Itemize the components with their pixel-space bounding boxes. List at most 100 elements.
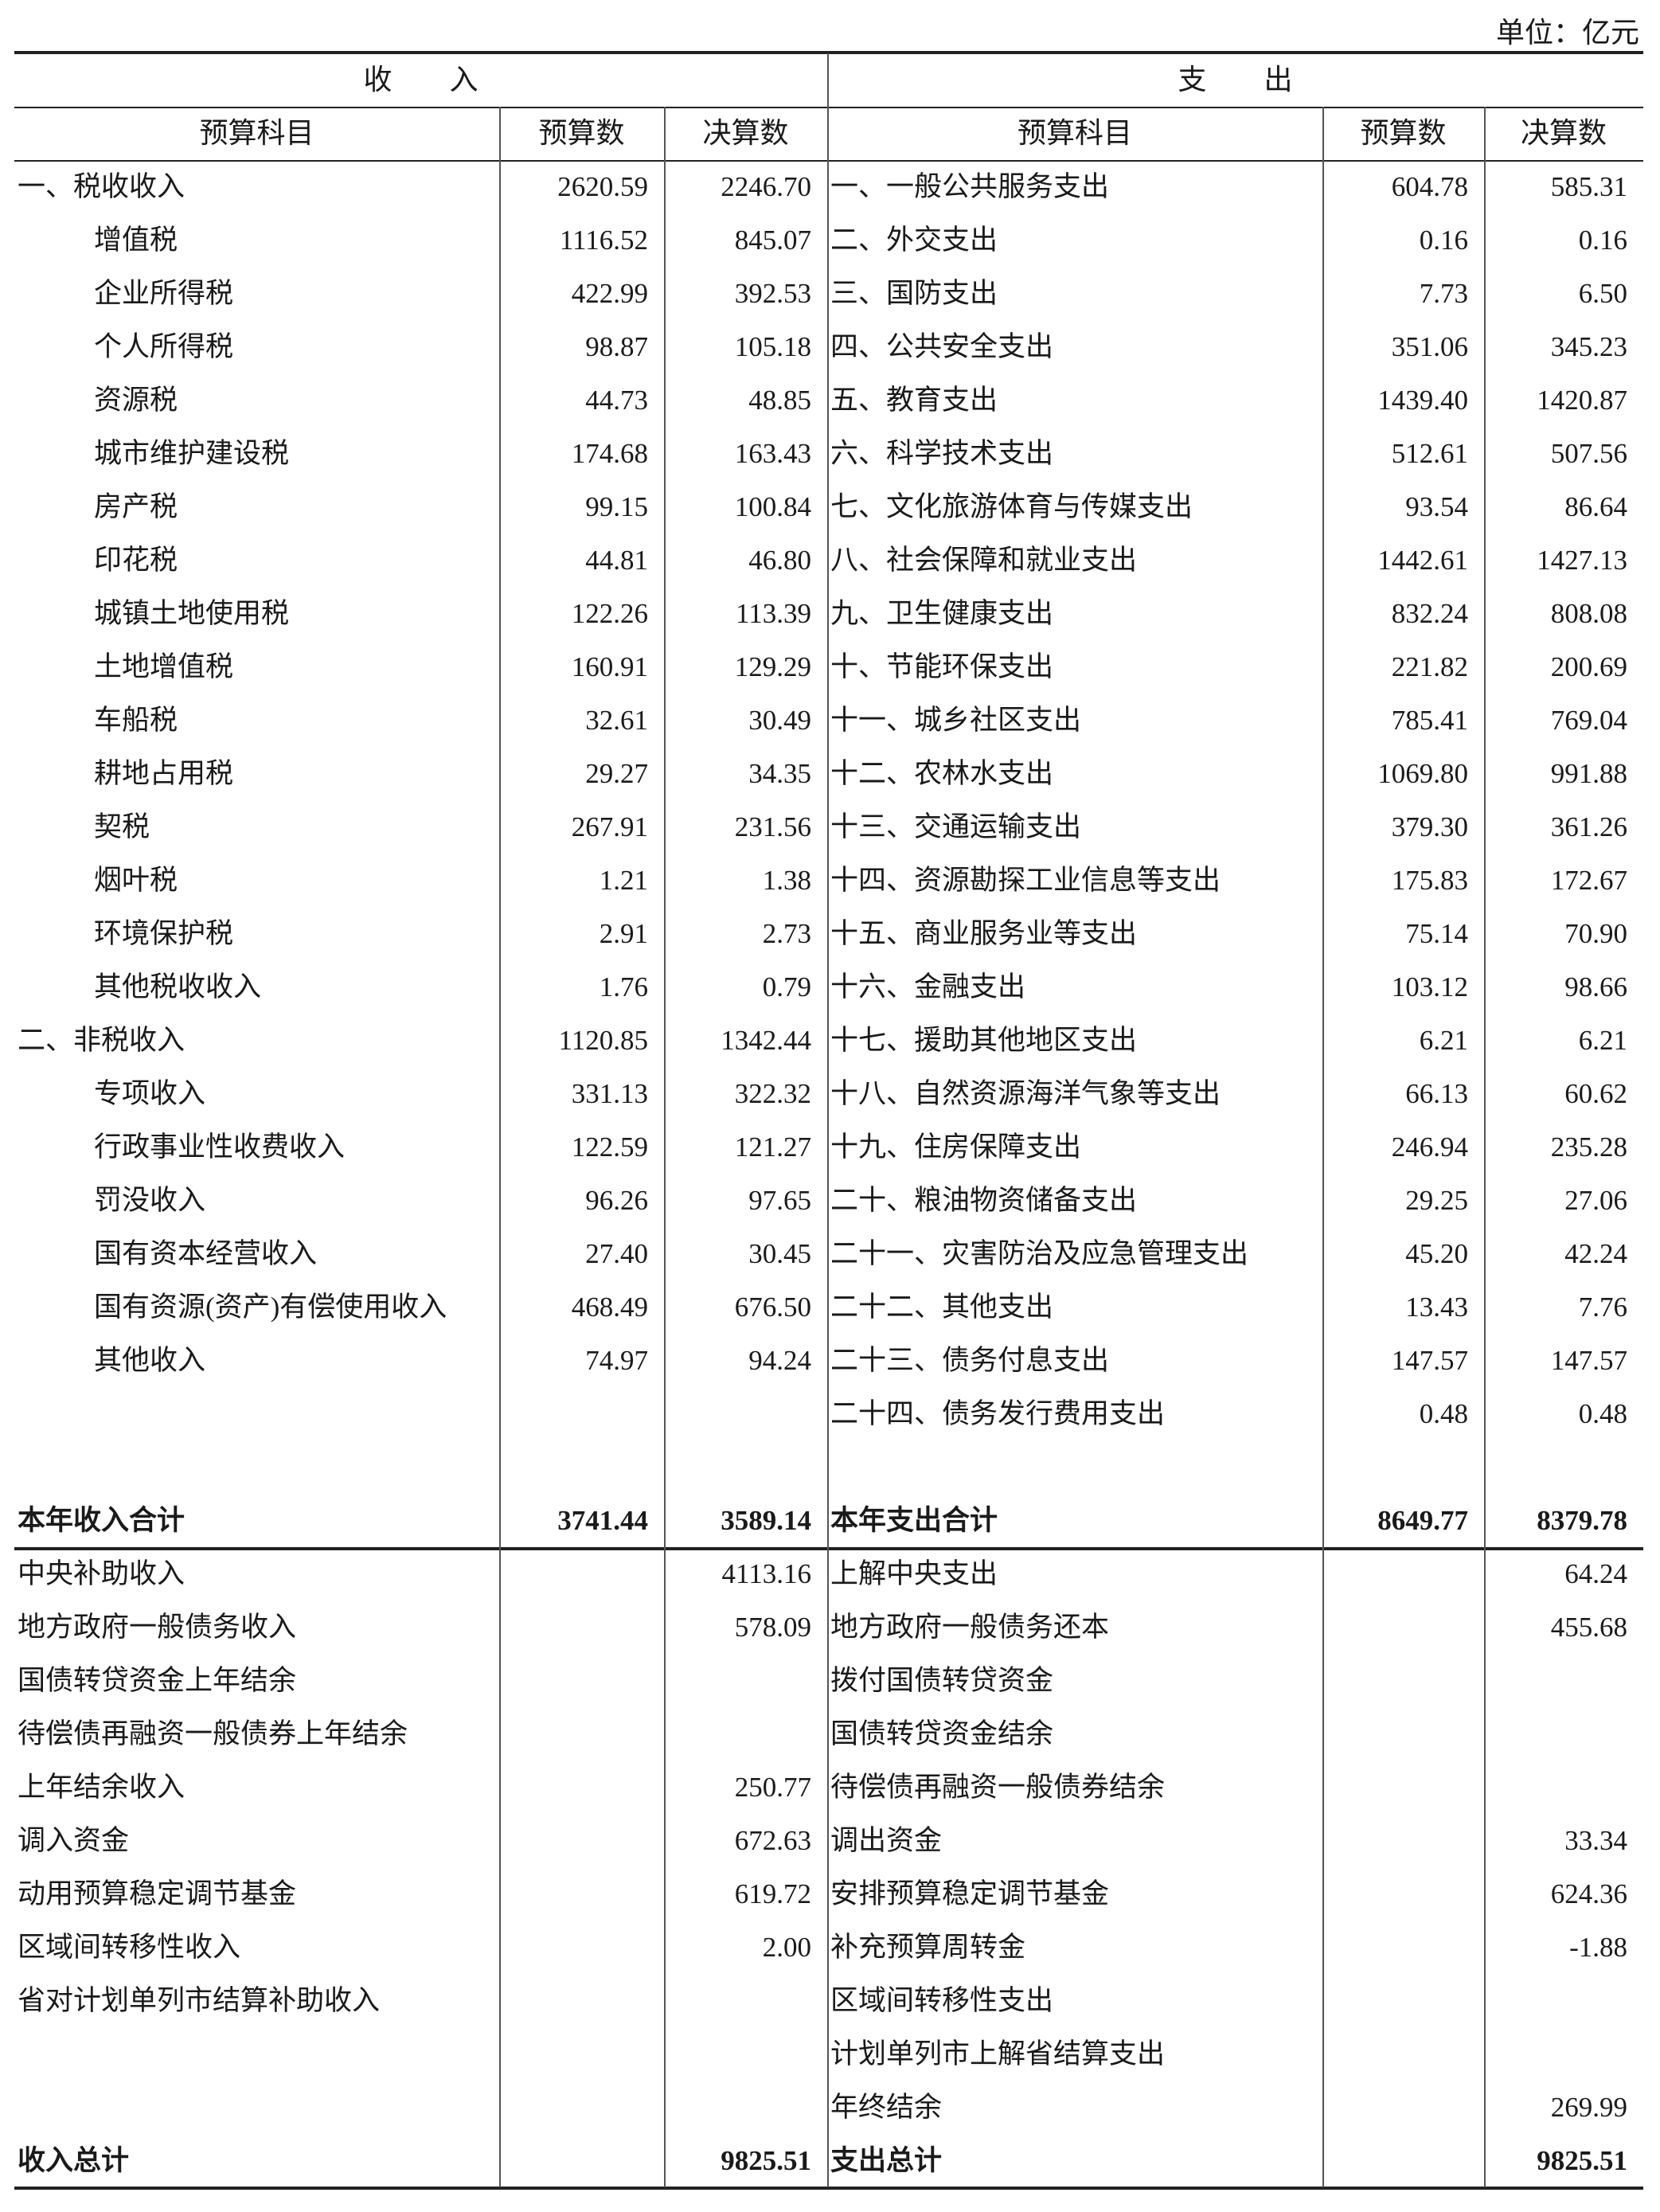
expenditure-item-name: 四、公共安全支出 xyxy=(830,331,1054,362)
income-final-value: 1.38 xyxy=(762,865,811,896)
expenditure-budget-value: 604.78 xyxy=(1391,171,1468,202)
column-divider xyxy=(1322,107,1324,2187)
income-transfer-final: 4113.16 xyxy=(721,1558,811,1589)
income-item-name: 个人所得税 xyxy=(94,331,234,362)
expenditure-budget-value: 6.21 xyxy=(1419,1025,1468,1056)
income-final-value: 231.56 xyxy=(734,811,811,842)
income-section-header: 收 入 xyxy=(363,64,478,96)
income-item-name: 企业所得税 xyxy=(94,278,234,309)
income-transfer-final: 250.77 xyxy=(734,1772,811,1803)
expenditure-item-name: 十一、城乡社区支出 xyxy=(830,705,1082,736)
expenditure-final-value: 98.66 xyxy=(1564,971,1627,1002)
income-final-value: 322.32 xyxy=(734,1078,811,1109)
expenditure-item-name: 二、外交支出 xyxy=(830,225,998,256)
expenditure-budget-value: 75.14 xyxy=(1405,918,1468,949)
income-budget-value: 2620.59 xyxy=(557,171,648,202)
expenditure-final-value: 235.28 xyxy=(1550,1131,1627,1163)
expenditure-budget-value: 0.16 xyxy=(1419,225,1468,256)
expenditure-grand-total-label: 支出总计 xyxy=(830,2145,943,2176)
table-rule xyxy=(14,51,1643,54)
income-final-value: 2.73 xyxy=(762,918,811,949)
expenditure-final-value: 200.69 xyxy=(1550,651,1627,682)
expenditure-budget-value: 29.25 xyxy=(1405,1185,1468,1216)
income-transfer-name: 动用预算稳定调节基金 xyxy=(18,1878,297,1909)
table-rule xyxy=(14,1547,1643,1550)
income-budget-value: 27.40 xyxy=(585,1238,648,1269)
income-budget-value: 96.26 xyxy=(585,1185,648,1216)
expenditure-transfer-final: -1.88 xyxy=(1569,1932,1627,1963)
column-divider xyxy=(664,107,666,2187)
column-divider xyxy=(499,107,501,2187)
income-budget-value: 331.13 xyxy=(571,1078,648,1109)
income-final-value: 34.35 xyxy=(748,758,811,789)
expenditure-item-name: 八、社会保障和就业支出 xyxy=(830,545,1138,576)
income-final-value: 48.85 xyxy=(748,385,811,416)
income-budget-value: 32.61 xyxy=(585,705,648,736)
column-header-budget: 预算数 xyxy=(538,117,625,149)
income-final-value: 163.43 xyxy=(734,438,811,469)
expenditure-item-name: 十七、援助其他地区支出 xyxy=(830,1025,1138,1056)
income-final-value: 2246.70 xyxy=(721,171,811,202)
expenditure-budget-value: 13.43 xyxy=(1405,1292,1468,1323)
expenditure-budget-value: 832.24 xyxy=(1391,598,1468,629)
expenditure-budget-value: 0.48 xyxy=(1419,1398,1468,1429)
income-budget-value: 267.91 xyxy=(571,811,648,842)
expenditure-budget-value: 351.06 xyxy=(1391,331,1468,362)
expenditure-budget-value: 512.61 xyxy=(1391,438,1468,469)
expenditure-transfer-name: 计划单列市上解省结算支出 xyxy=(830,2038,1166,2069)
expenditure-final-value: 991.88 xyxy=(1550,758,1627,789)
expenditure-item-name: 十五、商业服务业等支出 xyxy=(830,918,1138,949)
unit-label: 单位：亿元 xyxy=(1495,17,1639,49)
column-header-item: 预算科目 xyxy=(199,117,314,149)
income-item-name: 增值税 xyxy=(94,225,178,256)
expenditure-transfer-name: 补充预算周转金 xyxy=(830,1932,1026,1963)
income-grand-total-value: 9825.51 xyxy=(721,2145,811,2176)
expenditure-budget-value: 785.41 xyxy=(1391,705,1468,736)
expenditure-transfer-name: 年终结余 xyxy=(830,2092,943,2123)
income-item-name: 契税 xyxy=(94,811,150,842)
income-budget-value: 29.27 xyxy=(585,758,648,789)
income-item-name: 其他收入 xyxy=(94,1345,206,1376)
income-item-name: 二、非税收入 xyxy=(18,1025,186,1056)
expenditure-item-name: 六、科学技术支出 xyxy=(830,438,1054,469)
income-final-value: 1342.44 xyxy=(721,1025,811,1056)
expenditure-final-value: 585.31 xyxy=(1550,171,1627,202)
expenditure-transfer-final: 455.68 xyxy=(1550,1612,1627,1643)
table-rule xyxy=(14,2187,1643,2190)
column-divider xyxy=(827,53,829,2187)
income-transfer-name: 国债转贷资金上年结余 xyxy=(18,1665,297,1696)
income-transfer-final: 2.00 xyxy=(762,1932,811,1963)
income-item-name: 国有资源(资产)有偿使用收入 xyxy=(94,1292,447,1323)
expenditure-budget-value: 1069.80 xyxy=(1377,758,1468,789)
expenditure-transfer-name: 上解中央支出 xyxy=(830,1558,998,1589)
income-final-value: 0.79 xyxy=(762,971,811,1002)
income-final-value: 94.24 xyxy=(748,1345,811,1376)
expenditure-final-value: 6.21 xyxy=(1578,1025,1627,1056)
income-budget-value: 2.91 xyxy=(599,918,648,949)
expenditure-final-value: 0.16 xyxy=(1578,225,1627,256)
expenditure-budget-value: 103.12 xyxy=(1391,971,1468,1002)
expenditure-final-value: 0.48 xyxy=(1578,1398,1627,1429)
income-transfer-final xyxy=(667,1974,811,2027)
income-item-name: 车船税 xyxy=(94,705,178,736)
income-final-value: 392.53 xyxy=(734,278,811,309)
expenditure-budget-value: 147.57 xyxy=(1391,1345,1468,1376)
income-transfer-name: 上年结余收入 xyxy=(18,1772,186,1803)
table-rule xyxy=(14,160,1643,162)
expenditure-transfer-name: 待偿债再融资一般债券结余 xyxy=(830,1772,1166,1803)
expenditure-subtotal-label: 本年支出合计 xyxy=(830,1505,998,1536)
income-budget-value: 122.26 xyxy=(571,598,648,629)
income-final-value: 30.45 xyxy=(748,1238,811,1269)
expenditure-final-value: 70.90 xyxy=(1564,918,1627,949)
expenditure-budget-value: 7.73 xyxy=(1419,278,1468,309)
expenditure-transfer-final: 624.36 xyxy=(1550,1878,1627,1909)
income-final-value: 105.18 xyxy=(734,331,811,362)
income-item-name: 资源税 xyxy=(94,385,178,416)
income-transfer-name: 调入资金 xyxy=(18,1825,130,1856)
expenditure-item-name: 二十一、灾害防治及应急管理支出 xyxy=(830,1238,1249,1269)
expenditure-transfer-final xyxy=(1487,2027,1627,2081)
expenditure-final-value: 27.06 xyxy=(1564,1185,1627,1216)
income-transfer-final xyxy=(667,1707,811,1761)
income-item-name: 一、税收收入 xyxy=(18,171,186,202)
income-transfer-final xyxy=(667,1654,811,1707)
